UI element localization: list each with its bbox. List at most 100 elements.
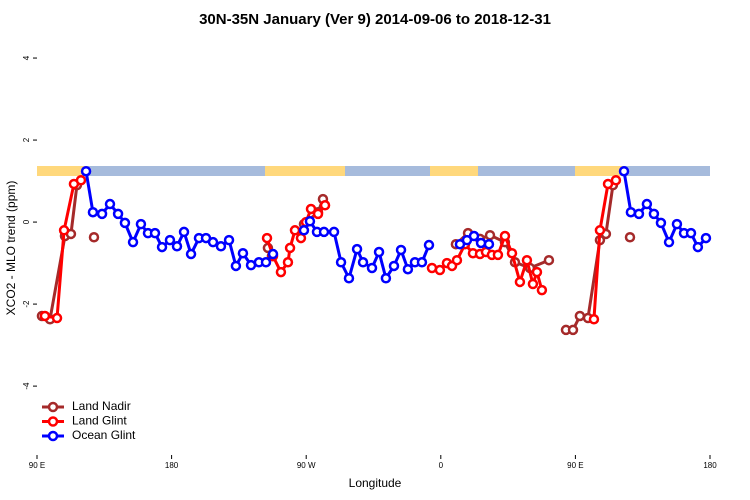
data-point bbox=[119, 217, 131, 229]
data-point bbox=[416, 257, 428, 268]
data-point bbox=[305, 203, 317, 215]
data-point bbox=[366, 262, 378, 274]
data-point bbox=[135, 218, 147, 230]
ocean-band bbox=[37, 166, 710, 176]
data-point bbox=[260, 257, 272, 268]
data-point bbox=[351, 243, 363, 255]
data-point bbox=[104, 198, 116, 210]
land-band bbox=[575, 166, 623, 176]
x-axis-label: Longitude bbox=[349, 476, 402, 490]
data-point bbox=[335, 257, 347, 268]
data-point bbox=[284, 242, 296, 254]
data-point bbox=[319, 200, 331, 211]
data-point bbox=[178, 226, 190, 238]
x-tick-label: 90 E bbox=[567, 461, 583, 470]
data-point bbox=[685, 227, 697, 239]
data-point bbox=[373, 246, 385, 258]
data-point bbox=[671, 218, 683, 230]
data-point bbox=[51, 312, 63, 324]
x-tick-label: 0 bbox=[439, 461, 444, 470]
land-mask-strip bbox=[37, 166, 710, 176]
legend-label: Land Nadir bbox=[72, 399, 131, 413]
legend-label: Ocean Glint bbox=[72, 428, 136, 442]
legend-marker bbox=[47, 416, 59, 427]
data-point bbox=[624, 231, 636, 243]
y-axis-label: XCO2 - MLO trend (ppm) bbox=[4, 181, 18, 316]
data-point bbox=[700, 232, 712, 244]
data-point bbox=[171, 241, 183, 252]
data-point bbox=[692, 241, 704, 253]
x-tick-label: 180 bbox=[703, 461, 717, 470]
data-point bbox=[357, 257, 369, 268]
y-tick-label: -2 bbox=[22, 300, 31, 308]
data-point bbox=[641, 198, 653, 210]
series-line bbox=[84, 170, 708, 280]
legend-marker bbox=[47, 401, 59, 413]
data-point bbox=[127, 236, 139, 248]
chart-title: 30N-35N January (Ver 9) 2014-09-06 to 20… bbox=[199, 11, 551, 28]
data-point bbox=[492, 249, 504, 261]
y-tick-label: 4 bbox=[22, 55, 31, 60]
data-point bbox=[223, 234, 235, 246]
data-point bbox=[506, 247, 518, 259]
data-point bbox=[304, 216, 316, 227]
x-tick-label: 90 W bbox=[297, 461, 316, 470]
data-point bbox=[567, 324, 579, 336]
data-point bbox=[663, 236, 675, 248]
land-band bbox=[37, 166, 88, 176]
data-point bbox=[527, 278, 539, 290]
series-line bbox=[44, 178, 617, 320]
data-point bbox=[75, 174, 87, 186]
data-point bbox=[298, 225, 310, 236]
data-point bbox=[648, 208, 660, 220]
data-point bbox=[267, 248, 279, 260]
data-point bbox=[343, 273, 355, 284]
data-point bbox=[96, 208, 108, 220]
data-point bbox=[289, 225, 301, 236]
y-tick-label: 2 bbox=[22, 137, 31, 142]
data-point bbox=[237, 247, 249, 259]
data-point bbox=[164, 234, 176, 246]
data-point bbox=[468, 230, 480, 242]
data-point bbox=[602, 178, 614, 190]
data-point bbox=[58, 225, 70, 236]
data-point bbox=[543, 254, 555, 266]
data-point bbox=[185, 248, 197, 260]
land-band bbox=[430, 166, 478, 176]
data-point bbox=[395, 244, 407, 256]
data-point bbox=[39, 310, 51, 322]
data-point bbox=[380, 273, 392, 284]
data-point bbox=[388, 260, 400, 272]
legend-label: Land Glint bbox=[72, 414, 127, 428]
legend-marker bbox=[47, 430, 59, 442]
x-tick-label: 90 E bbox=[29, 461, 45, 470]
y-tick-label: 0 bbox=[22, 219, 31, 224]
data-point bbox=[156, 241, 168, 253]
data-point bbox=[149, 227, 161, 239]
series-line bbox=[42, 185, 630, 330]
data-point bbox=[423, 239, 435, 251]
data-point bbox=[207, 236, 219, 248]
data-point bbox=[230, 260, 242, 272]
data-point bbox=[484, 229, 496, 241]
data-point bbox=[261, 232, 273, 244]
data-point bbox=[536, 284, 548, 296]
data-point bbox=[531, 266, 543, 278]
data-point bbox=[434, 264, 446, 276]
data-point bbox=[275, 266, 287, 278]
data-point bbox=[318, 226, 330, 238]
data-point bbox=[514, 276, 526, 288]
data-point bbox=[402, 263, 414, 275]
data-point bbox=[87, 206, 99, 218]
data-point bbox=[80, 165, 92, 177]
data-point bbox=[312, 208, 324, 220]
y-tick-label: -4 bbox=[22, 382, 31, 390]
x-tick-label: 180 bbox=[165, 461, 179, 470]
data-point bbox=[610, 174, 622, 186]
data-point bbox=[282, 257, 294, 268]
data-point bbox=[655, 217, 667, 229]
data-point bbox=[215, 241, 227, 252]
data-point bbox=[451, 254, 463, 266]
data-point bbox=[475, 237, 487, 249]
